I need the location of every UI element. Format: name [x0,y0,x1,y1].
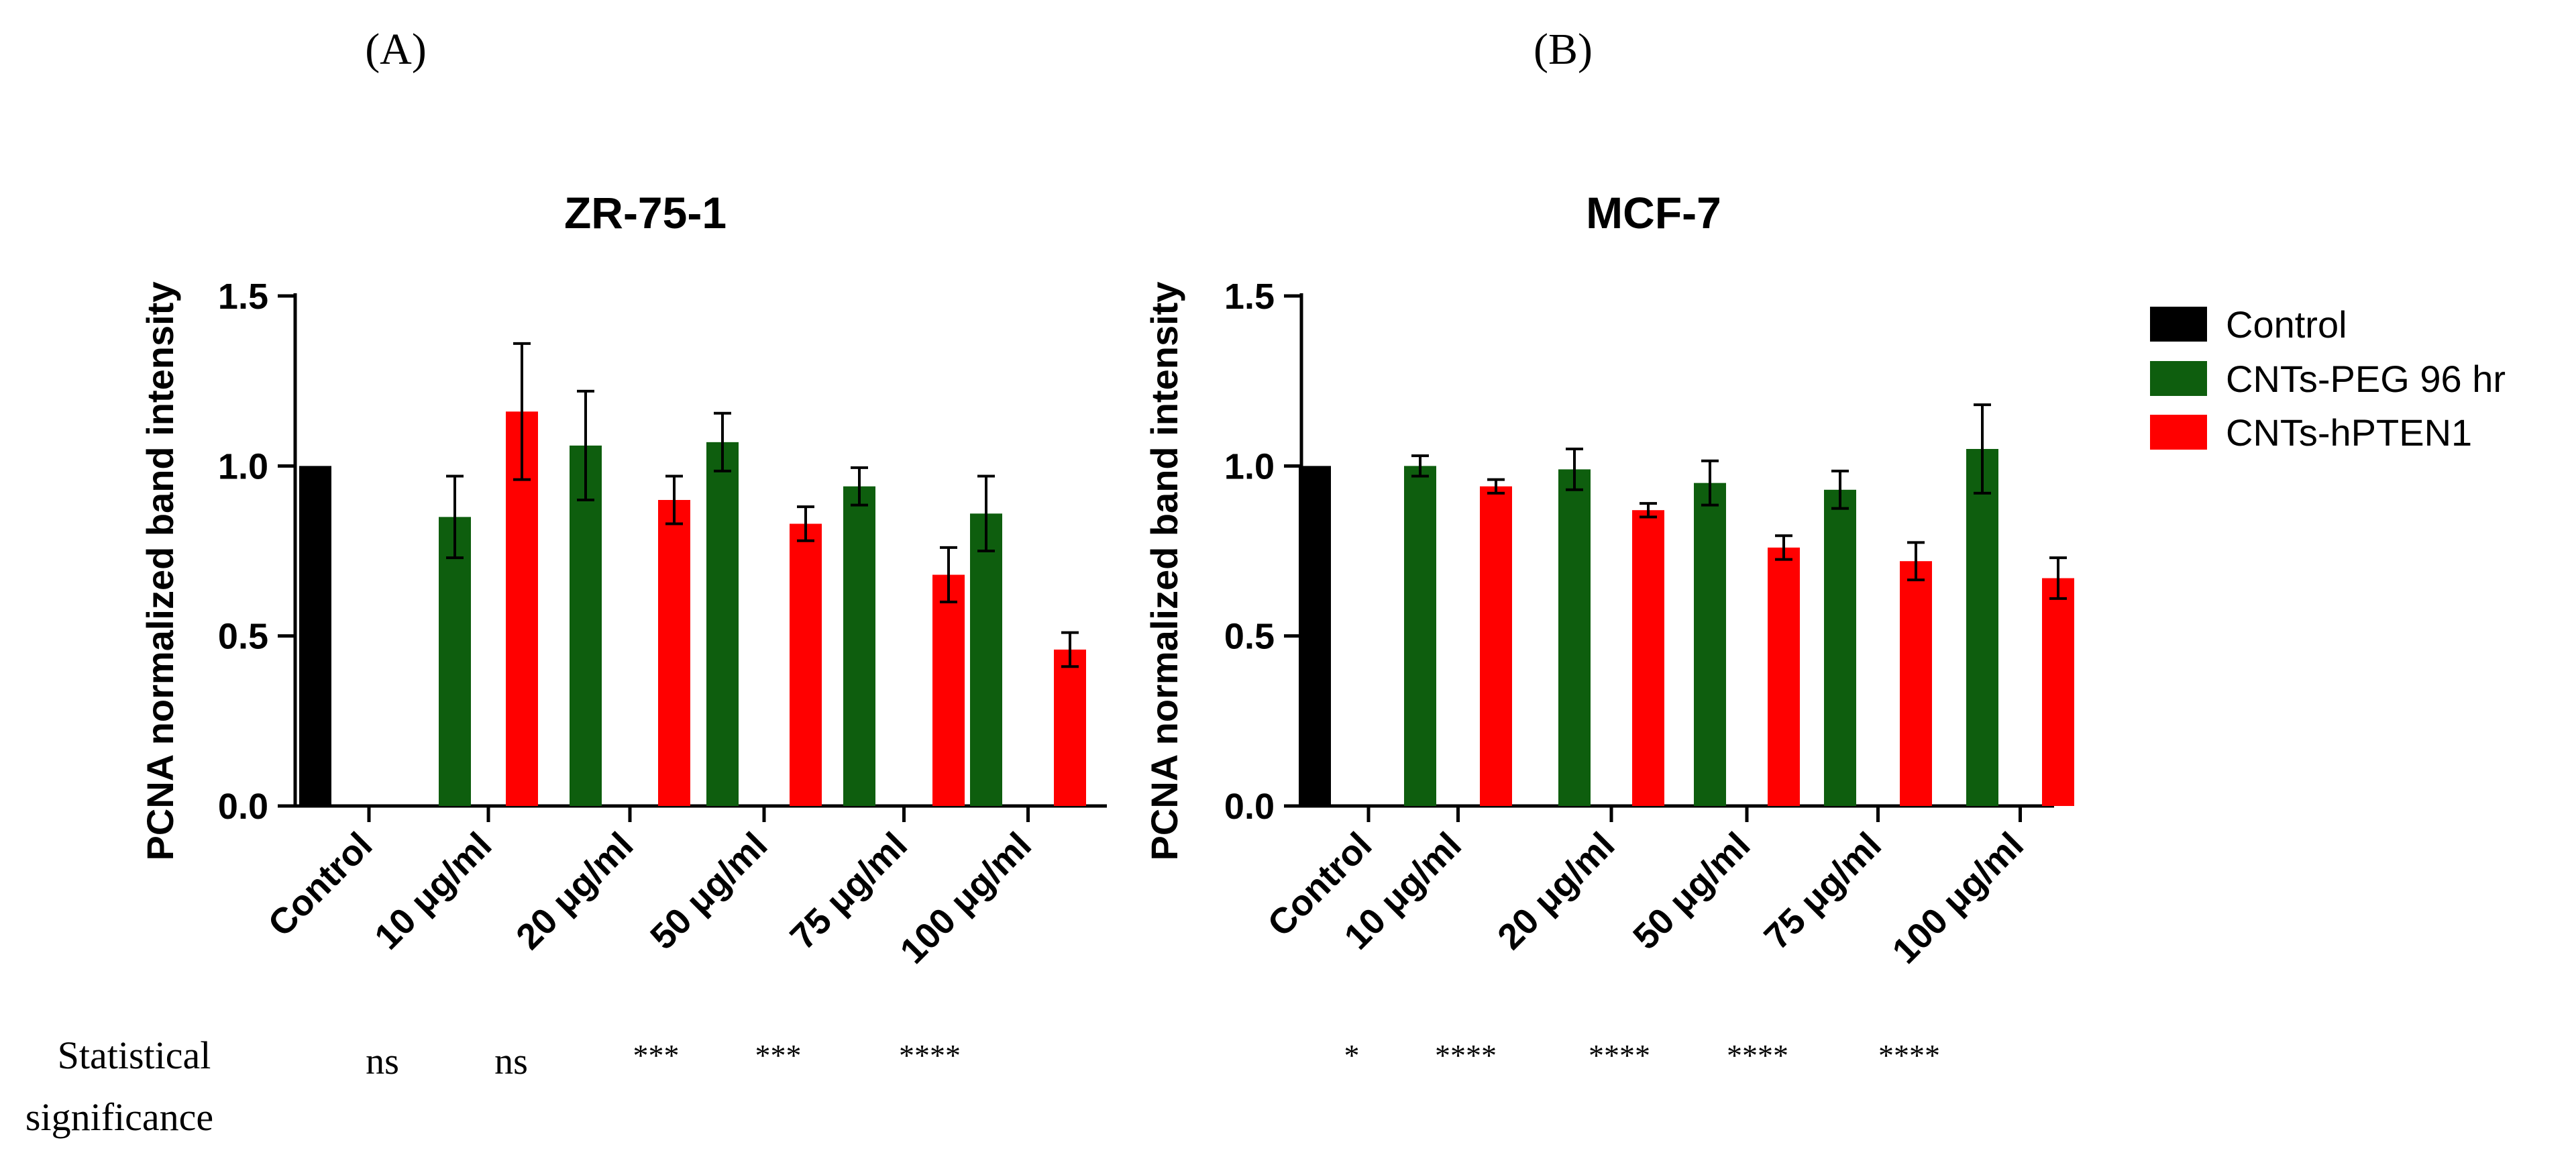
bar-cnts-peg-96-hr [1404,466,1436,806]
significance-marker: * [1344,1038,1360,1072]
y-tick-label: 1.5 [1224,276,1275,317]
bar-cnts-peg-96-hr [1558,469,1591,806]
legend-label: CNTs-hPTEN1 [2226,411,2472,454]
legend-swatch [2150,307,2207,342]
x-tick-label: 50 μg/ml [1625,825,1758,957]
bar-control [1299,466,1331,806]
legend: Control CNTs-PEG 96 hr CNTs-hPTEN1 [2150,303,2506,454]
bar-cnts-hpten1 [1900,561,1932,806]
x-tick-label: 100 μg/ml [1884,825,2031,972]
y-tick-label: 0.5 [1224,617,1275,657]
y-tick-label: 1.0 [218,446,268,487]
significance-row-label: Statistical significance [25,1033,213,1139]
x-tick-label: 10 μg/ml [367,825,499,957]
y-axis-label: PCNA normalized band intensity [1143,282,1185,861]
panel-label: (A) [365,25,427,74]
x-tick-label: 100 μg/ml [892,825,1039,972]
bar-cnts-hpten1 [1054,649,1086,806]
bar-cnts-hpten1 [2042,578,2074,806]
x-tick-label: Control [260,825,380,944]
bar-control [299,466,331,806]
y-tick-label: 0.0 [218,787,268,827]
x-tick-label: 20 μg/ml [1490,825,1622,957]
bar-cnts-hpten1 [1768,547,1800,806]
bar-cnts-peg-96-hr [570,445,602,806]
bar-cnts-peg-96-hr [843,486,875,806]
y-tick-label: 1.5 [218,276,268,317]
x-tick-label: 50 μg/ml [643,825,775,957]
bar-cnts-hpten1 [790,523,822,806]
bar-cnts-peg-96-hr [439,517,471,806]
significance-marker: **** [1727,1038,1788,1072]
bar-cnts-hpten1 [658,500,690,806]
x-tick-label: 75 μg/ml [1757,825,1889,957]
bar-cnts-peg-96-hr [1966,449,1998,806]
chart-title: MCF-7 [1586,188,1721,238]
significance-marker: ns [366,1041,399,1082]
legend-swatch [2150,361,2207,396]
significance-marker: **** [1435,1038,1497,1072]
x-tick-label: 75 μg/ml [783,825,915,957]
x-tick-label: 20 μg/ml [508,825,641,957]
bar-cnts-peg-96-hr [970,513,1002,806]
y-tick-label: 1.0 [1224,446,1275,487]
y-tick-label: 0.0 [1224,787,1275,827]
panel-label: (B) [1534,25,1593,74]
bar-cnts-hpten1 [1480,486,1512,806]
legend-label: Control [2226,303,2347,346]
significance-marker: **** [899,1038,961,1072]
bar-cnts-peg-96-hr [1824,489,1856,806]
bar-cnts-hpten1 [932,574,965,806]
chart-panel-b: (B) MCF-7 PCNA normalized band intensity 0.… [1143,25,2074,1072]
bar-cnts-hpten1 [1632,510,1664,806]
y-tick-label: 0.5 [218,617,268,657]
legend-label: CNTs-PEG 96 hr [2226,358,2506,400]
bar-cnts-peg-96-hr [1694,483,1726,806]
significance-marker: **** [1589,1038,1650,1072]
significance-marker: *** [755,1038,802,1072]
legend-swatch [2150,415,2207,450]
significance-label-line: significance [25,1095,213,1139]
significance-marker: *** [633,1038,680,1072]
significance-label-line: Statistical [58,1033,211,1077]
chart-title: ZR-75-1 [564,188,727,238]
bar-cnts-peg-96-hr [706,442,739,806]
chart-panel-a: (A) ZR-75-1 PCNA normalized band intensity… [139,25,1107,1082]
significance-marker: ns [494,1041,528,1082]
significance-marker: **** [1878,1038,1940,1072]
y-axis-label: PCNA normalized band intensity [139,282,181,861]
